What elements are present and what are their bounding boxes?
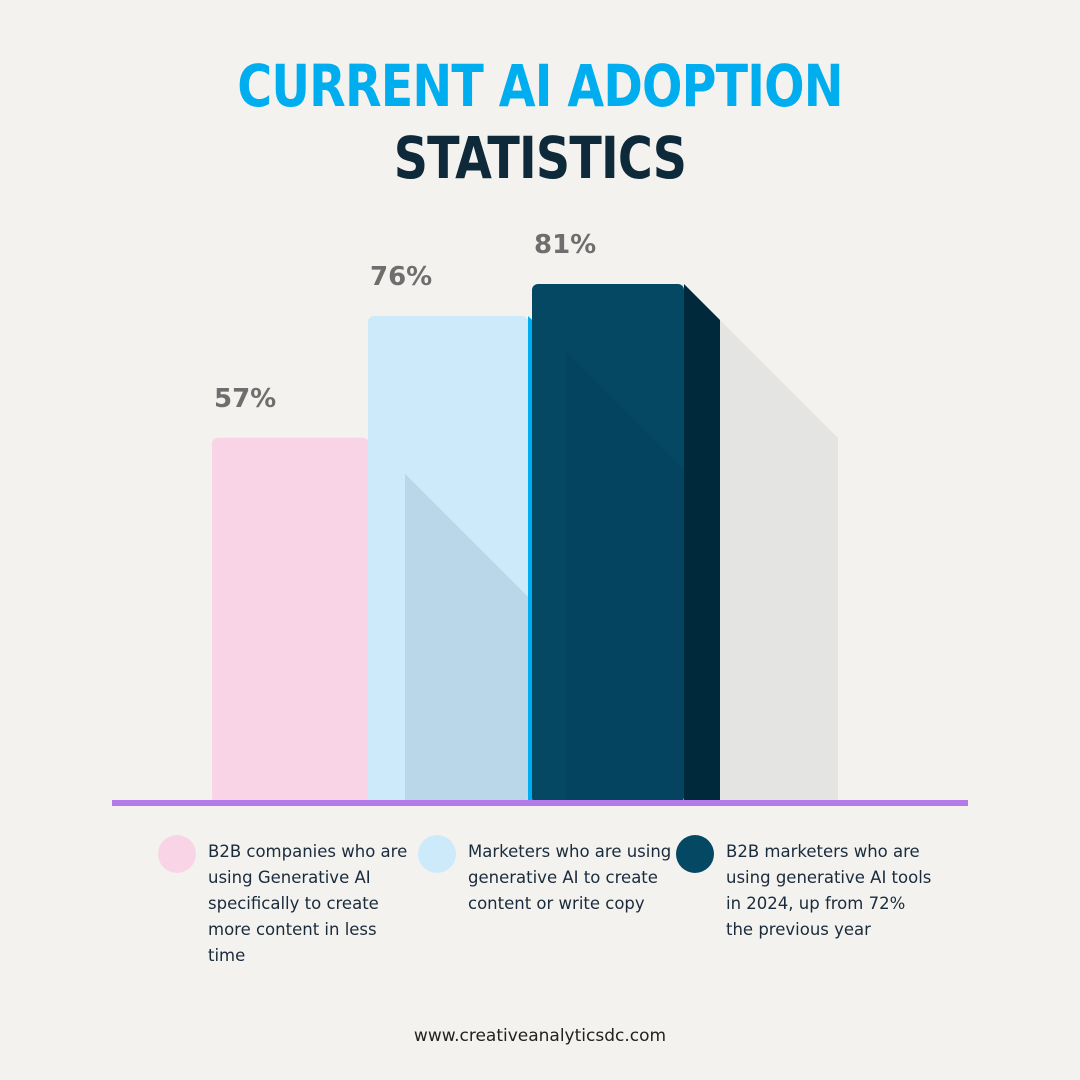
bar-front-3 <box>532 284 684 803</box>
legend-swatch-2 <box>418 835 456 873</box>
data-label-2: 76% <box>370 262 432 292</box>
legend-swatch-1 <box>158 835 196 873</box>
cast-shadow-1 <box>405 473 528 803</box>
bar-front-2 <box>368 316 528 803</box>
cast-shadow-2 <box>566 352 684 803</box>
legend-label-3: B2B marketers who are using generative A… <box>726 842 932 939</box>
bar-chart: 57% 76% 81% <box>112 230 968 806</box>
legend: B2B companies who are using Generative A… <box>0 835 1080 975</box>
data-label-3: 81% <box>534 230 596 260</box>
chart-title-line-1: CURRENT AI ADOPTION <box>237 52 843 120</box>
bar-shadow-3 <box>720 320 838 803</box>
footer-website-url: www.creativeanalyticsdc.com <box>413 1026 667 1046</box>
bar-front-1 <box>212 437 369 803</box>
legend-swatch-3 <box>676 835 714 873</box>
legend-label-1: B2B companies who are using Generative A… <box>208 842 408 965</box>
bar-side-3 <box>684 284 720 803</box>
data-label-1: 57% <box>214 384 276 414</box>
baseline <box>112 800 968 806</box>
chart-title-line-2: STATISTICS <box>393 124 687 192</box>
legend-label-2: Marketers who are using generative AI to… <box>468 842 672 913</box>
